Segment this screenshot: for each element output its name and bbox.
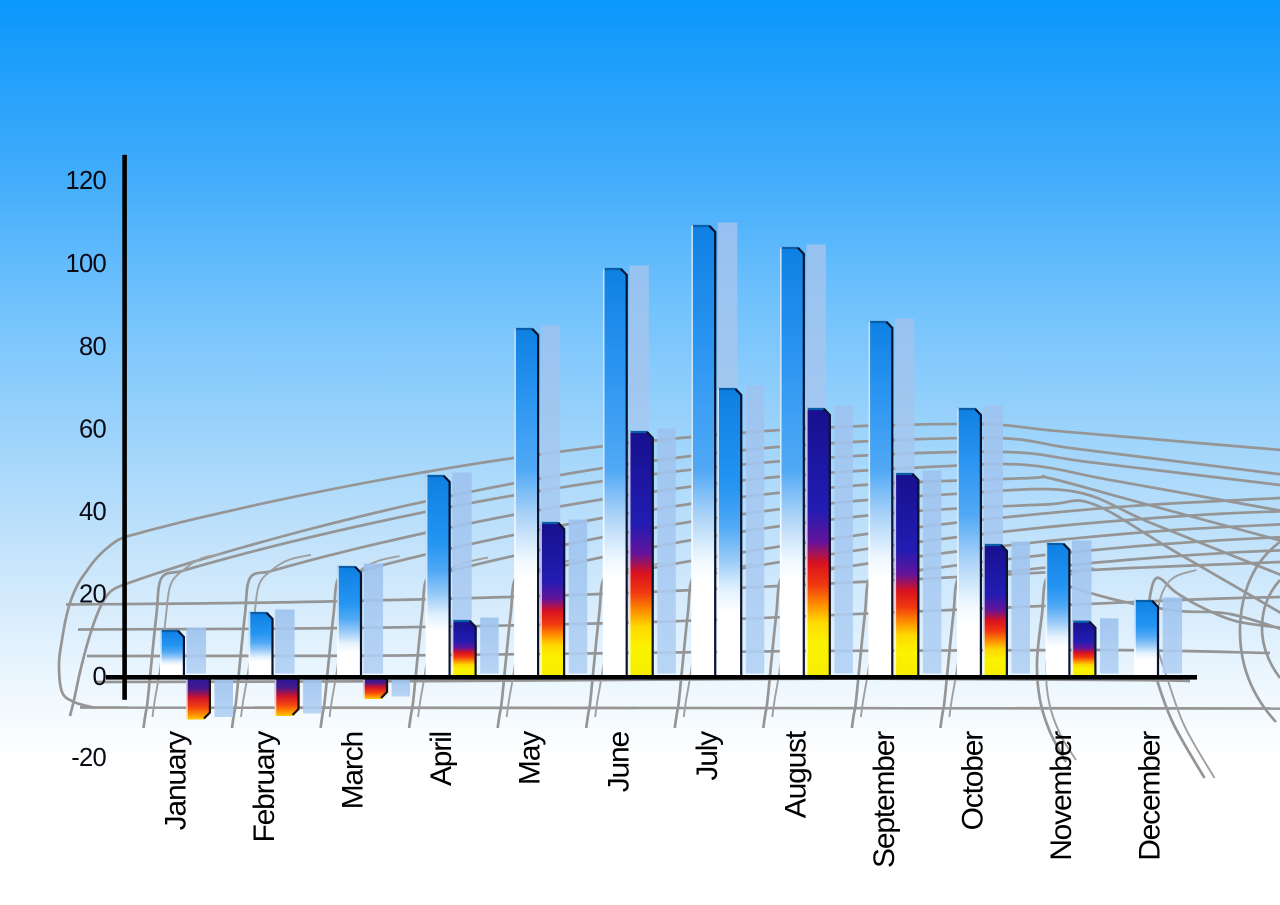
svg-text:October: October — [957, 731, 990, 831]
svg-text:60: 60 — [79, 415, 106, 443]
svg-text:September: September — [868, 731, 901, 868]
svg-text:20: 20 — [79, 580, 106, 608]
svg-text:February: February — [248, 731, 281, 843]
svg-text:November: November — [1045, 731, 1078, 861]
svg-text:January: January — [160, 731, 193, 831]
svg-text:December: December — [1134, 731, 1167, 861]
svg-text:40: 40 — [79, 498, 106, 526]
svg-text:March: March — [337, 732, 370, 809]
svg-text:May: May — [514, 731, 547, 785]
svg-text:August: August — [779, 730, 812, 818]
svg-text:100: 100 — [66, 250, 107, 278]
svg-text:0: 0 — [93, 663, 107, 691]
svg-text:June: June — [602, 731, 635, 792]
svg-text:July: July — [691, 731, 724, 781]
svg-text:April: April — [425, 732, 458, 786]
svg-text:-20: -20 — [71, 744, 106, 772]
svg-text:120: 120 — [66, 167, 107, 195]
svg-text:80: 80 — [79, 333, 106, 361]
